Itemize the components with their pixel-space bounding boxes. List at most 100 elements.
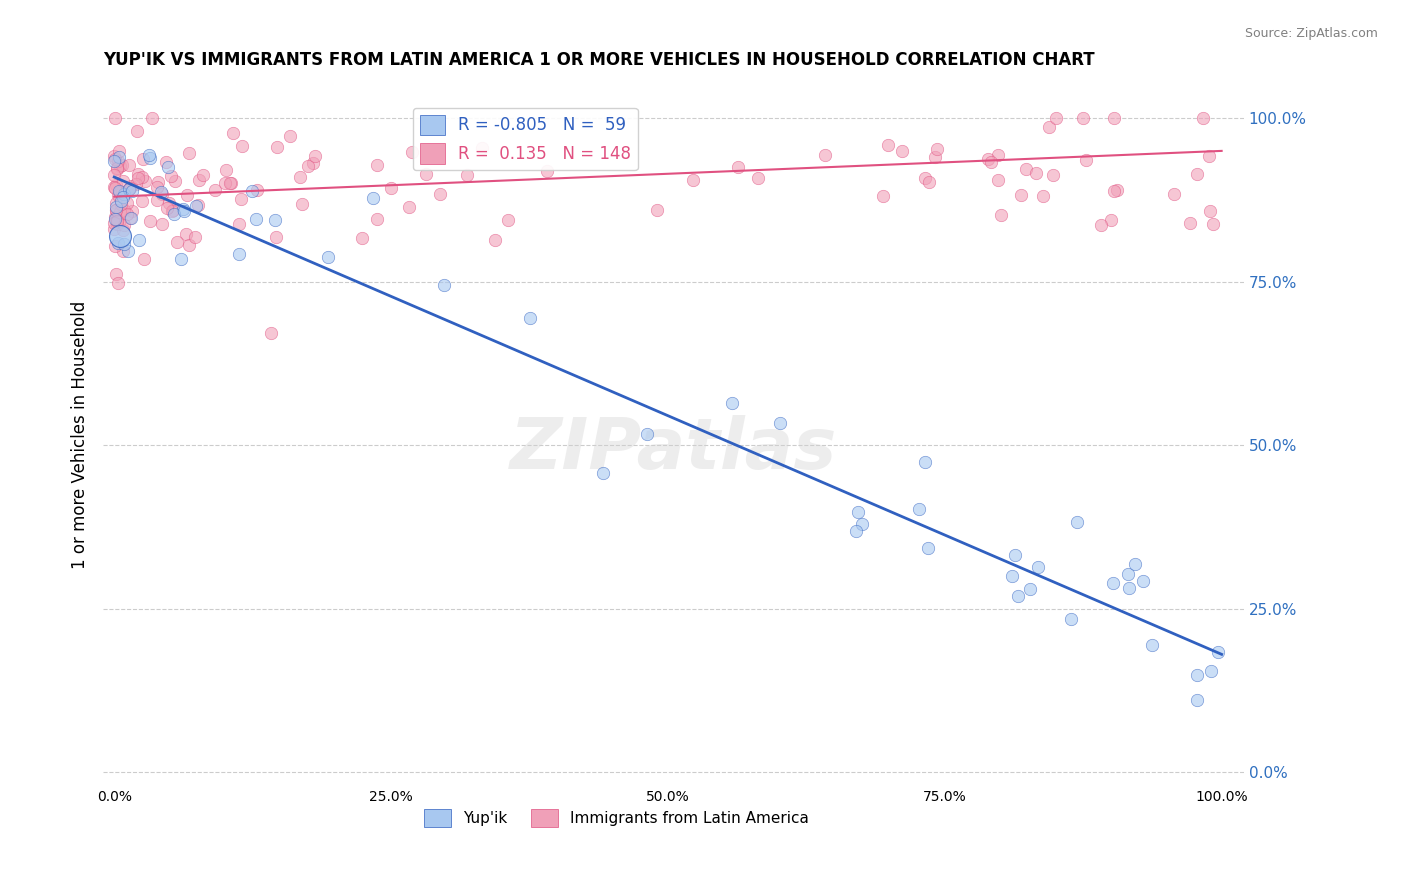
Point (104, 152, 127, 166)
Point (914, 170, 936, 185)
Point (682, 173, 704, 187)
Point (104, 201, 127, 215)
Point (1060, 612, 1083, 626)
Point (191, 168, 214, 182)
Point (112, 244, 135, 258)
Point (876, 137, 898, 152)
Point (112, 203, 135, 218)
Point (107, 276, 129, 290)
Point (150, 187, 173, 202)
Point (176, 188, 198, 202)
Point (980, 155, 1002, 169)
Point (917, 541, 939, 555)
Point (108, 159, 131, 173)
Point (1185, 667, 1208, 681)
Point (228, 247, 250, 261)
Point (105, 162, 128, 177)
Point (134, 174, 156, 188)
Point (1090, 218, 1112, 232)
Point (104, 202, 127, 217)
Point (146, 179, 169, 194)
Point (990, 208, 1012, 222)
Point (118, 211, 141, 226)
Point (174, 227, 197, 242)
Point (117, 158, 139, 172)
Point (110, 194, 132, 209)
Point (260, 326, 283, 341)
Point (1191, 112, 1213, 126)
Point (264, 213, 287, 227)
Point (221, 176, 243, 190)
Point (1102, 112, 1125, 126)
Point (1140, 638, 1163, 652)
Point (105, 178, 128, 192)
Point (150, 186, 173, 200)
Point (914, 454, 936, 468)
Point (103, 179, 125, 194)
Point (105, 212, 128, 227)
Point (1132, 574, 1154, 588)
Point (111, 223, 134, 237)
Point (1208, 645, 1230, 659)
Point (163, 207, 186, 221)
Point (111, 186, 134, 200)
Point (1102, 184, 1125, 198)
Point (1163, 186, 1185, 201)
Point (120, 181, 142, 195)
Point (1007, 589, 1029, 603)
Point (231, 139, 253, 153)
Point (107, 161, 129, 175)
Point (112, 186, 135, 201)
Point (432, 277, 454, 292)
Point (219, 176, 242, 190)
Point (1071, 112, 1094, 126)
Point (103, 154, 125, 169)
Point (288, 169, 311, 184)
Point (1045, 112, 1067, 126)
Point (118, 181, 141, 195)
Text: Source: ZipAtlas.com: Source: ZipAtlas.com (1244, 27, 1378, 40)
Point (125, 178, 148, 192)
Point (107, 217, 129, 231)
Point (769, 416, 792, 430)
Point (519, 310, 541, 325)
Point (264, 230, 287, 244)
Point (104, 112, 127, 126)
Point (1066, 515, 1088, 529)
Point (105, 196, 128, 211)
Point (1099, 213, 1122, 227)
Point (204, 183, 226, 197)
Text: ZIPatlas: ZIPatlas (510, 415, 837, 483)
Point (636, 427, 658, 442)
Point (851, 516, 873, 531)
Point (127, 124, 149, 138)
Point (814, 148, 837, 162)
Point (846, 505, 869, 519)
Point (484, 234, 506, 248)
Point (1001, 569, 1024, 583)
Point (110, 186, 132, 200)
Point (927, 142, 949, 156)
Point (104, 211, 127, 226)
Point (121, 204, 143, 219)
Point (747, 170, 769, 185)
Point (727, 160, 749, 174)
Point (111, 158, 134, 172)
Point (401, 145, 423, 160)
Point (103, 221, 125, 235)
Point (115, 206, 138, 220)
Point (132, 252, 155, 266)
Point (215, 162, 238, 177)
Point (1026, 559, 1049, 574)
Point (222, 126, 245, 140)
Point (366, 158, 388, 172)
Point (107, 150, 129, 164)
Point (120, 211, 142, 225)
Point (107, 153, 129, 168)
Point (112, 218, 135, 232)
Point (266, 140, 288, 154)
Point (246, 183, 269, 197)
Point (127, 171, 149, 186)
Point (166, 235, 188, 250)
Point (645, 202, 668, 217)
